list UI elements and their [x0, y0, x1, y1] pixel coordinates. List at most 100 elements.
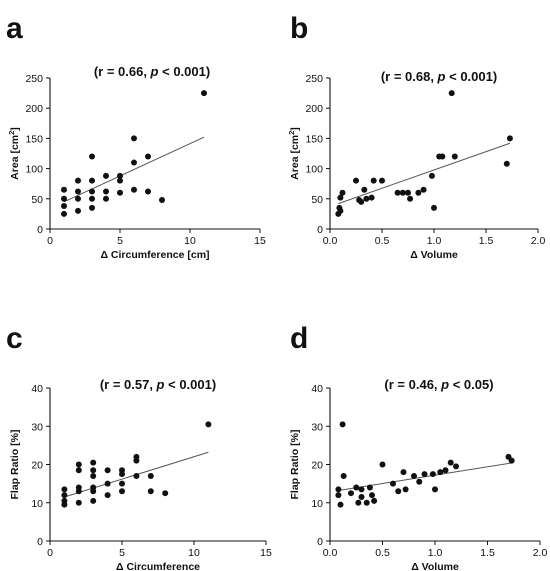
panel-letter: a	[6, 12, 23, 45]
y-tick-label: 20	[311, 460, 323, 472]
panel-letter: b	[290, 12, 308, 45]
y-tick-label: 0	[317, 536, 323, 548]
data-point	[405, 189, 411, 196]
data-point	[75, 484, 82, 491]
data-point	[90, 497, 97, 504]
data-point	[369, 492, 375, 499]
data-point	[390, 480, 396, 487]
data-point	[75, 195, 81, 202]
x-axis-label: Δ Circumference	[116, 561, 200, 571]
data-point	[358, 486, 365, 493]
data-point	[89, 204, 95, 211]
data-point	[503, 160, 510, 167]
data-point	[335, 486, 342, 493]
y-tick-label: 30	[311, 421, 323, 433]
data-point	[61, 210, 67, 217]
y-tick-label: 200	[25, 103, 43, 115]
data-point	[348, 490, 354, 497]
panel-letter: d	[290, 322, 308, 355]
data-point	[89, 188, 95, 195]
panel-letter: c	[6, 322, 23, 355]
data-point	[103, 172, 109, 179]
panel-c: c 0 5 10 15 0 10 20 30 40 Δ Circumference Flap Rati…	[6, 322, 272, 571]
data-point	[442, 467, 449, 474]
data-point	[119, 480, 125, 487]
data-point	[506, 135, 513, 142]
x-tick-label: 1.5	[479, 235, 494, 247]
data-point	[159, 197, 165, 204]
y-axis-label-text: Flap Ratio [%]	[9, 430, 21, 500]
panel-b: b 0.0 0.5 1.0 1.5 2.0 0 50 100 150 200 250 Δ Volume A…	[287, 12, 545, 261]
data-point	[75, 177, 81, 184]
x-tick-label: 10	[184, 235, 196, 247]
data-point	[407, 195, 414, 202]
y-axis-label-superscript: 2	[7, 131, 16, 135]
data-point	[358, 494, 365, 501]
stat-annotation-p: p	[440, 377, 449, 392]
data-point	[340, 472, 347, 479]
data-point	[439, 153, 446, 160]
data-point	[337, 207, 344, 214]
y-tick-label: 0	[37, 224, 43, 236]
data-point	[117, 172, 123, 179]
data-point	[363, 195, 370, 202]
data-point	[90, 484, 97, 491]
y-tick-label: 20	[31, 460, 43, 472]
data-point	[335, 492, 342, 499]
y-axis-label: Area [cm2]	[7, 127, 21, 180]
data-point	[133, 453, 140, 460]
y-tick-label: 250	[25, 73, 43, 85]
stat-annotation: (r = 0.46, p < 0.05)	[384, 377, 493, 392]
data-point	[145, 153, 151, 160]
x-tick-label: 2.0	[533, 547, 548, 559]
data-point	[339, 421, 346, 428]
data-point	[75, 188, 81, 195]
y-tick-label: 50	[311, 194, 323, 206]
data-point	[361, 186, 368, 193]
data-point	[131, 186, 137, 193]
stat-annotation-r: (r = 0.66,	[94, 64, 151, 79]
data-point	[355, 499, 362, 506]
data-point	[453, 463, 459, 470]
data-point	[508, 457, 515, 464]
panel-d: d 0.0 0.5 1.0 1.5 2.0 0 10 20 30 40 Δ Volume Flap Ra…	[289, 322, 547, 571]
data-point	[379, 461, 386, 468]
data-point	[103, 188, 109, 195]
y-tick-label: 100	[305, 164, 323, 176]
y-axis-label-text: Flap Ratio [%]	[289, 430, 301, 500]
y-axis-label-text: Area [cm	[9, 135, 21, 180]
y-axis-label: Flap Ratio [%]	[289, 430, 301, 500]
data-point	[117, 189, 123, 196]
x-tick-label: 1.0	[427, 235, 442, 247]
data-point	[133, 472, 140, 479]
data-point	[89, 195, 95, 202]
stat-annotation-p: p	[150, 64, 159, 79]
data-point	[104, 467, 111, 474]
data-point	[337, 194, 344, 201]
stat-annotation-p: p	[437, 69, 446, 84]
x-tick-label: 5	[117, 235, 123, 247]
x-tick-label: 15	[260, 547, 272, 559]
data-point	[437, 469, 444, 476]
data-point	[90, 472, 97, 479]
data-point	[90, 467, 97, 474]
y-tick-label: 200	[305, 103, 323, 115]
data-point	[451, 153, 458, 160]
data-point	[366, 484, 373, 491]
data-point	[411, 472, 417, 479]
data-point	[368, 194, 375, 201]
data-point	[420, 186, 427, 193]
data-point	[75, 207, 81, 214]
x-tick-label: 10	[188, 547, 200, 559]
y-tick-label: 150	[25, 133, 43, 145]
x-tick-label: 0.0	[323, 547, 338, 559]
y-tick-label: 40	[311, 383, 323, 395]
y-tick-label: 40	[31, 383, 43, 395]
data-point	[402, 486, 409, 493]
y-tick-label: 10	[31, 498, 43, 510]
data-point	[429, 471, 436, 478]
stat-annotation-r: (r = 0.57,	[100, 377, 157, 392]
data-point	[400, 469, 407, 476]
y-tick-label: 30	[31, 421, 43, 433]
